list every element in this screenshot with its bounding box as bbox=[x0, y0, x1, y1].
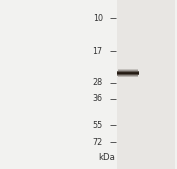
Text: kDa: kDa bbox=[98, 153, 115, 162]
Text: 36: 36 bbox=[93, 94, 103, 103]
Text: 17: 17 bbox=[93, 47, 103, 56]
Text: 55: 55 bbox=[92, 121, 103, 130]
Text: 10: 10 bbox=[93, 14, 103, 23]
Bar bbox=[117, 0, 175, 169]
Text: 28: 28 bbox=[93, 78, 103, 87]
Text: 72: 72 bbox=[92, 138, 103, 147]
